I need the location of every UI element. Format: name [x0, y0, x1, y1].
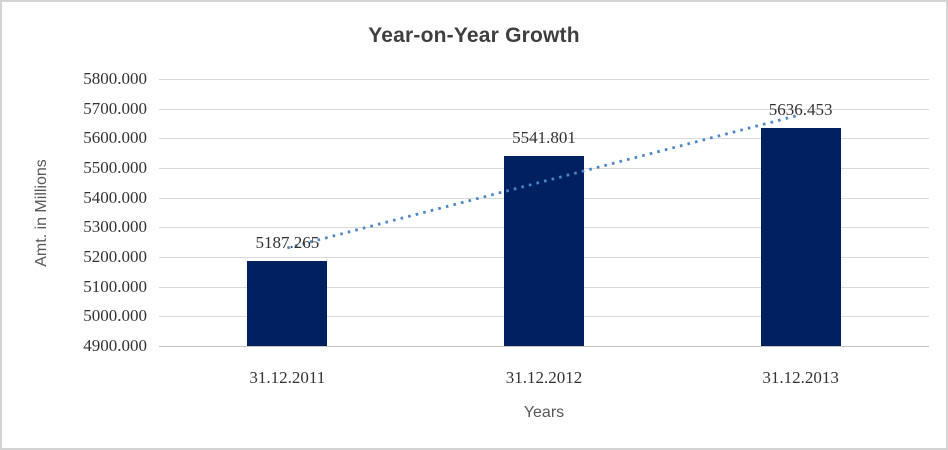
- y-tick-label: 5800.000: [83, 69, 147, 88]
- y-tick-label: 5100.000: [83, 276, 147, 296]
- y-tick-label: 5400.000: [83, 187, 147, 207]
- bar-31.12.2012: [504, 155, 584, 346]
- y-tick-label: 4900.000: [83, 336, 147, 355]
- chart-title: Year-on-Year Growth: [368, 24, 580, 47]
- data-label: 5541.801: [512, 127, 576, 147]
- x-category-label: 31.12.2013: [762, 368, 839, 387]
- gridline: [159, 108, 929, 110]
- data-label: 5187.265: [255, 232, 320, 252]
- y-tick-label: 5000.000: [83, 306, 147, 326]
- x-category-label: 31.12.2011: [249, 368, 326, 387]
- bar-31.12.2011: [247, 260, 328, 346]
- x-category-label: 31.12.2012: [505, 368, 583, 387]
- gridline: [159, 79, 929, 80]
- x-axis-line: [159, 346, 929, 347]
- x-axis-title: Years: [523, 404, 565, 421]
- data-label: 5636.453: [768, 99, 833, 119]
- y-tick-label: 5600.000: [83, 128, 147, 148]
- y-tick-label: 5700.000: [83, 98, 147, 118]
- y-tick-label: 5500.000: [83, 158, 147, 177]
- y-tick-label: 5300.000: [83, 217, 147, 237]
- y-tick-label: 5200.000: [83, 247, 147, 266]
- bar-31.12.2013: [760, 127, 841, 346]
